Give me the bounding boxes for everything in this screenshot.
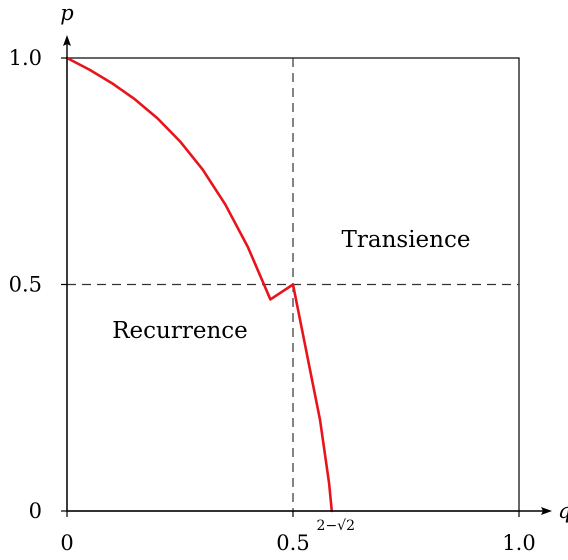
x-tick-label: 1.0 [502,531,535,555]
x-tick-label: 0 [60,531,73,555]
axes [61,35,552,517]
region-label: Recurrence [112,318,248,344]
critical-value-label: 2−√2 [317,518,355,534]
x-axis-arrow [541,507,552,515]
region-label: Transience [342,227,471,253]
y-axis-arrow [63,35,71,46]
y-tick-label: 0.5 [9,273,42,297]
boundary-curve [65,56,334,513]
labels: 0 0.5 1.0 0 0.5 1.0 2−√2 q p Transience Recurrence [9,1,568,555]
y-tick-label: 0 [29,499,42,523]
x-tick-label: 0.5 [276,531,309,555]
y-axis-label: p [60,1,73,25]
y-tick-label: 1.0 [9,46,42,70]
x-axis-label: q [558,499,568,523]
phase-boundary [65,56,334,513]
